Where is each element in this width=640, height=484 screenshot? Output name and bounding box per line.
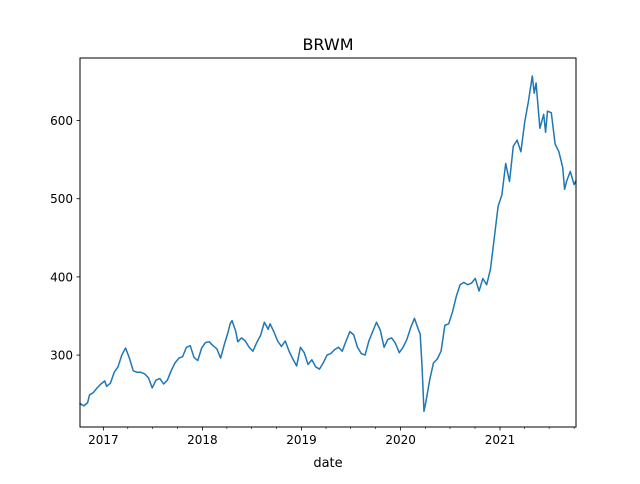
- y-tick-label: 500: [50, 192, 73, 206]
- chart-title: BRWM: [302, 35, 353, 54]
- series-layer: [79, 75, 577, 413]
- y-tick-label: 300: [50, 349, 73, 363]
- x-axis: 2017 2018 2019 2020 2021: [88, 427, 575, 447]
- plot-frame: [79, 57, 577, 428]
- y-axis: 300 400 500 600: [50, 114, 80, 363]
- y-tick-label: 400: [50, 270, 73, 284]
- x-axis-label: date: [313, 456, 342, 471]
- x-tick-label: 2017: [88, 433, 119, 447]
- x-tick-label: 2018: [187, 433, 218, 447]
- x-tick-label: 2020: [385, 433, 416, 447]
- series-line-0: [79, 75, 577, 413]
- x-tick-label: 2021: [485, 433, 516, 447]
- y-tick-label: 600: [50, 114, 73, 128]
- x-tick-label: 2019: [286, 433, 317, 447]
